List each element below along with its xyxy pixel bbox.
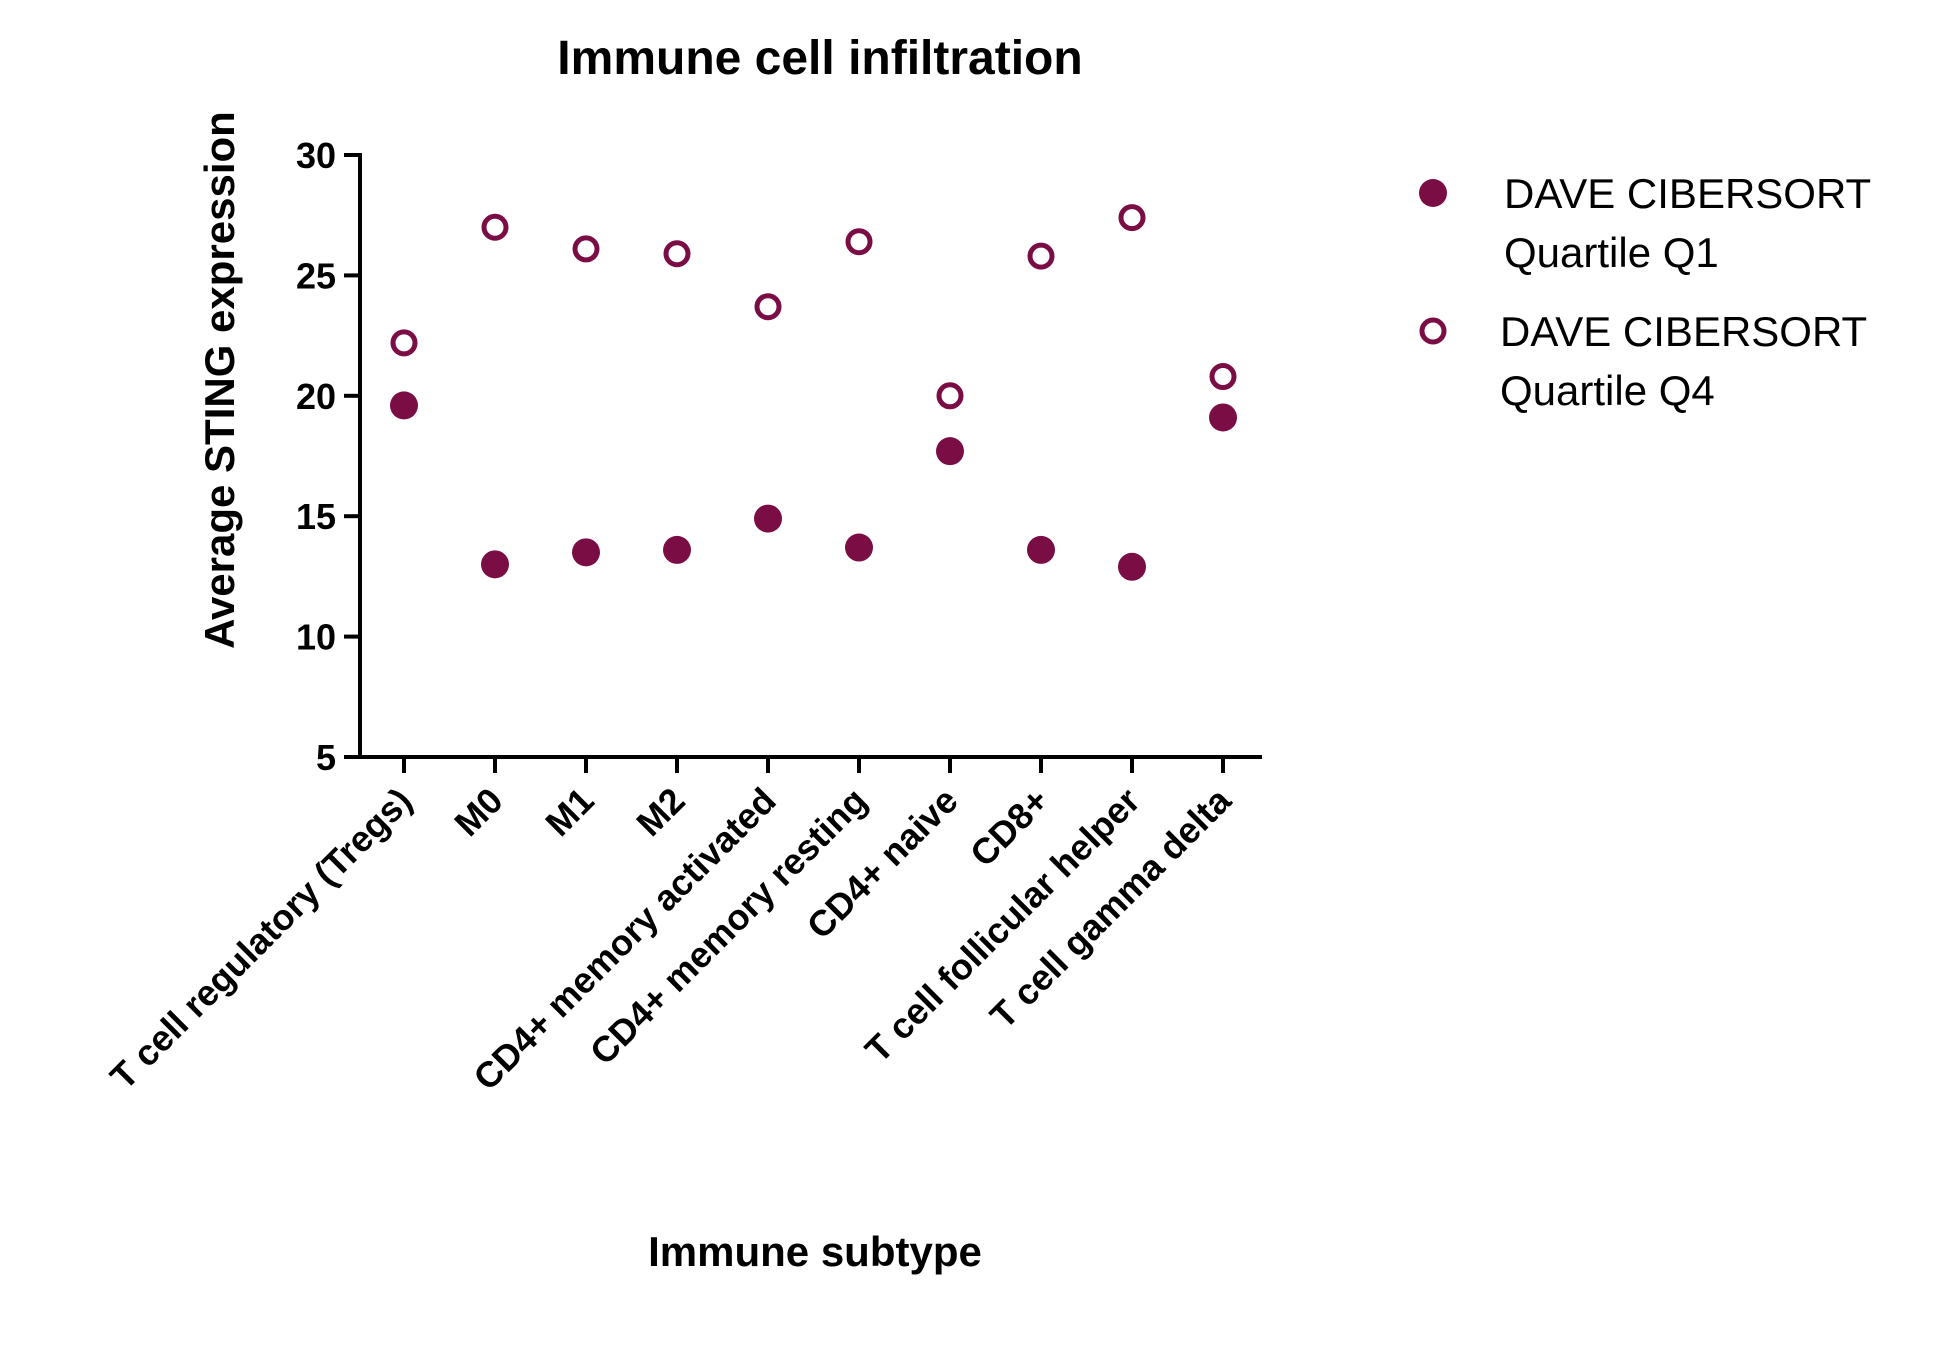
data-point — [572, 235, 600, 263]
data-point — [936, 382, 964, 410]
data-point — [1118, 204, 1146, 232]
data-point — [390, 391, 418, 420]
data-point — [1209, 363, 1237, 391]
legend-entry-q1: DAVE CIBERSORT Quartile Q1 — [1419, 170, 1871, 276]
x-tick-label: M0 — [446, 780, 510, 844]
series-q4 — [390, 204, 1237, 410]
y-tick-label: 5 — [316, 737, 336, 778]
series-q1 — [390, 391, 1237, 581]
x-axis-title: Immune subtype — [648, 1228, 982, 1275]
data-point — [390, 329, 418, 357]
data-point — [663, 240, 691, 268]
y-tick-label: 25 — [296, 255, 336, 296]
legend-marker-filled — [1419, 179, 1447, 207]
y-axis-title: Average STING expression — [196, 111, 243, 649]
data-point — [754, 293, 782, 321]
data-points — [390, 204, 1237, 581]
axes — [358, 153, 1262, 759]
legend-label-line: Quartile Q4 — [1500, 367, 1715, 414]
x-tick-label: M2 — [628, 780, 692, 844]
legend-label-line: DAVE CIBERSORT — [1504, 170, 1871, 217]
x-tick-label: M1 — [537, 780, 601, 844]
y-tick-label: 15 — [296, 496, 336, 537]
data-point — [1209, 403, 1237, 432]
data-point — [572, 538, 600, 567]
legend-label-line: DAVE CIBERSORT — [1500, 308, 1867, 355]
data-point — [481, 213, 509, 241]
data-point — [663, 535, 691, 564]
data-point — [845, 228, 873, 256]
y-tick-label: 20 — [296, 376, 336, 417]
legend-label-line: Quartile Q1 — [1504, 229, 1719, 276]
legend: DAVE CIBERSORT Quartile Q1 DAVE CIBERSORT Q… — [1419, 170, 1871, 414]
legend-marker-open — [1419, 317, 1447, 345]
data-point — [754, 504, 782, 533]
y-tick-label: 30 — [296, 135, 336, 176]
chart-title: Immune cell infiltration — [557, 32, 1082, 85]
y-tick-label: 10 — [296, 617, 336, 658]
y-ticks: 5 10 15 20 25 30 — [296, 135, 360, 778]
legend-entry-q4: DAVE CIBERSORT Quartile Q4 — [1419, 308, 1867, 414]
data-point — [1027, 242, 1055, 270]
data-point — [936, 437, 964, 466]
x-tick-label: T cell regulatory (Tregs) — [102, 780, 420, 1098]
data-point — [845, 533, 873, 562]
data-point — [1027, 535, 1055, 564]
data-point — [1118, 552, 1146, 581]
data-point — [481, 550, 509, 579]
